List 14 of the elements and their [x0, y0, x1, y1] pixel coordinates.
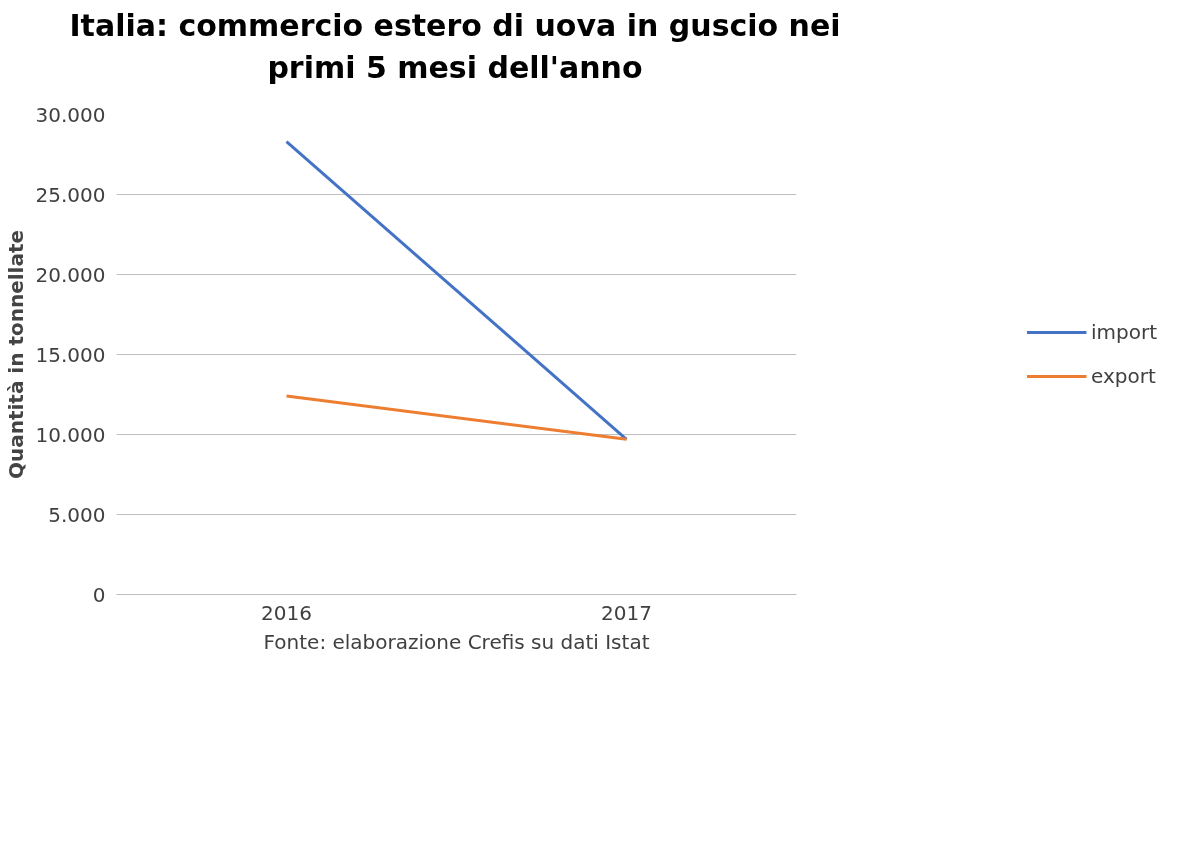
y-axis-title: Quantità in tonnellate [3, 229, 28, 480]
y-tick-label: 0 [92, 582, 106, 607]
y-tick-label: 30.000 [35, 102, 106, 127]
y-tick-label: 15.000 [35, 342, 106, 367]
source-note: Fonte: elaborazione Crefis su dati Istat [263, 629, 650, 654]
y-tick-label: 20.000 [35, 262, 106, 287]
legend-label: import [1090, 320, 1158, 344]
y-tick-label: 5.000 [48, 502, 106, 527]
legend-label: export [1090, 364, 1156, 388]
x-tick-label: 2016 [261, 600, 312, 625]
y-tick-label: 25.000 [35, 182, 106, 207]
chart-title: Italia: commercio estero di uova in guscio nei primi 5 mesi dell'anno [69, 7, 841, 87]
y-tick-label: 10.000 [35, 422, 106, 447]
x-tick-label: 2017 [601, 600, 652, 625]
